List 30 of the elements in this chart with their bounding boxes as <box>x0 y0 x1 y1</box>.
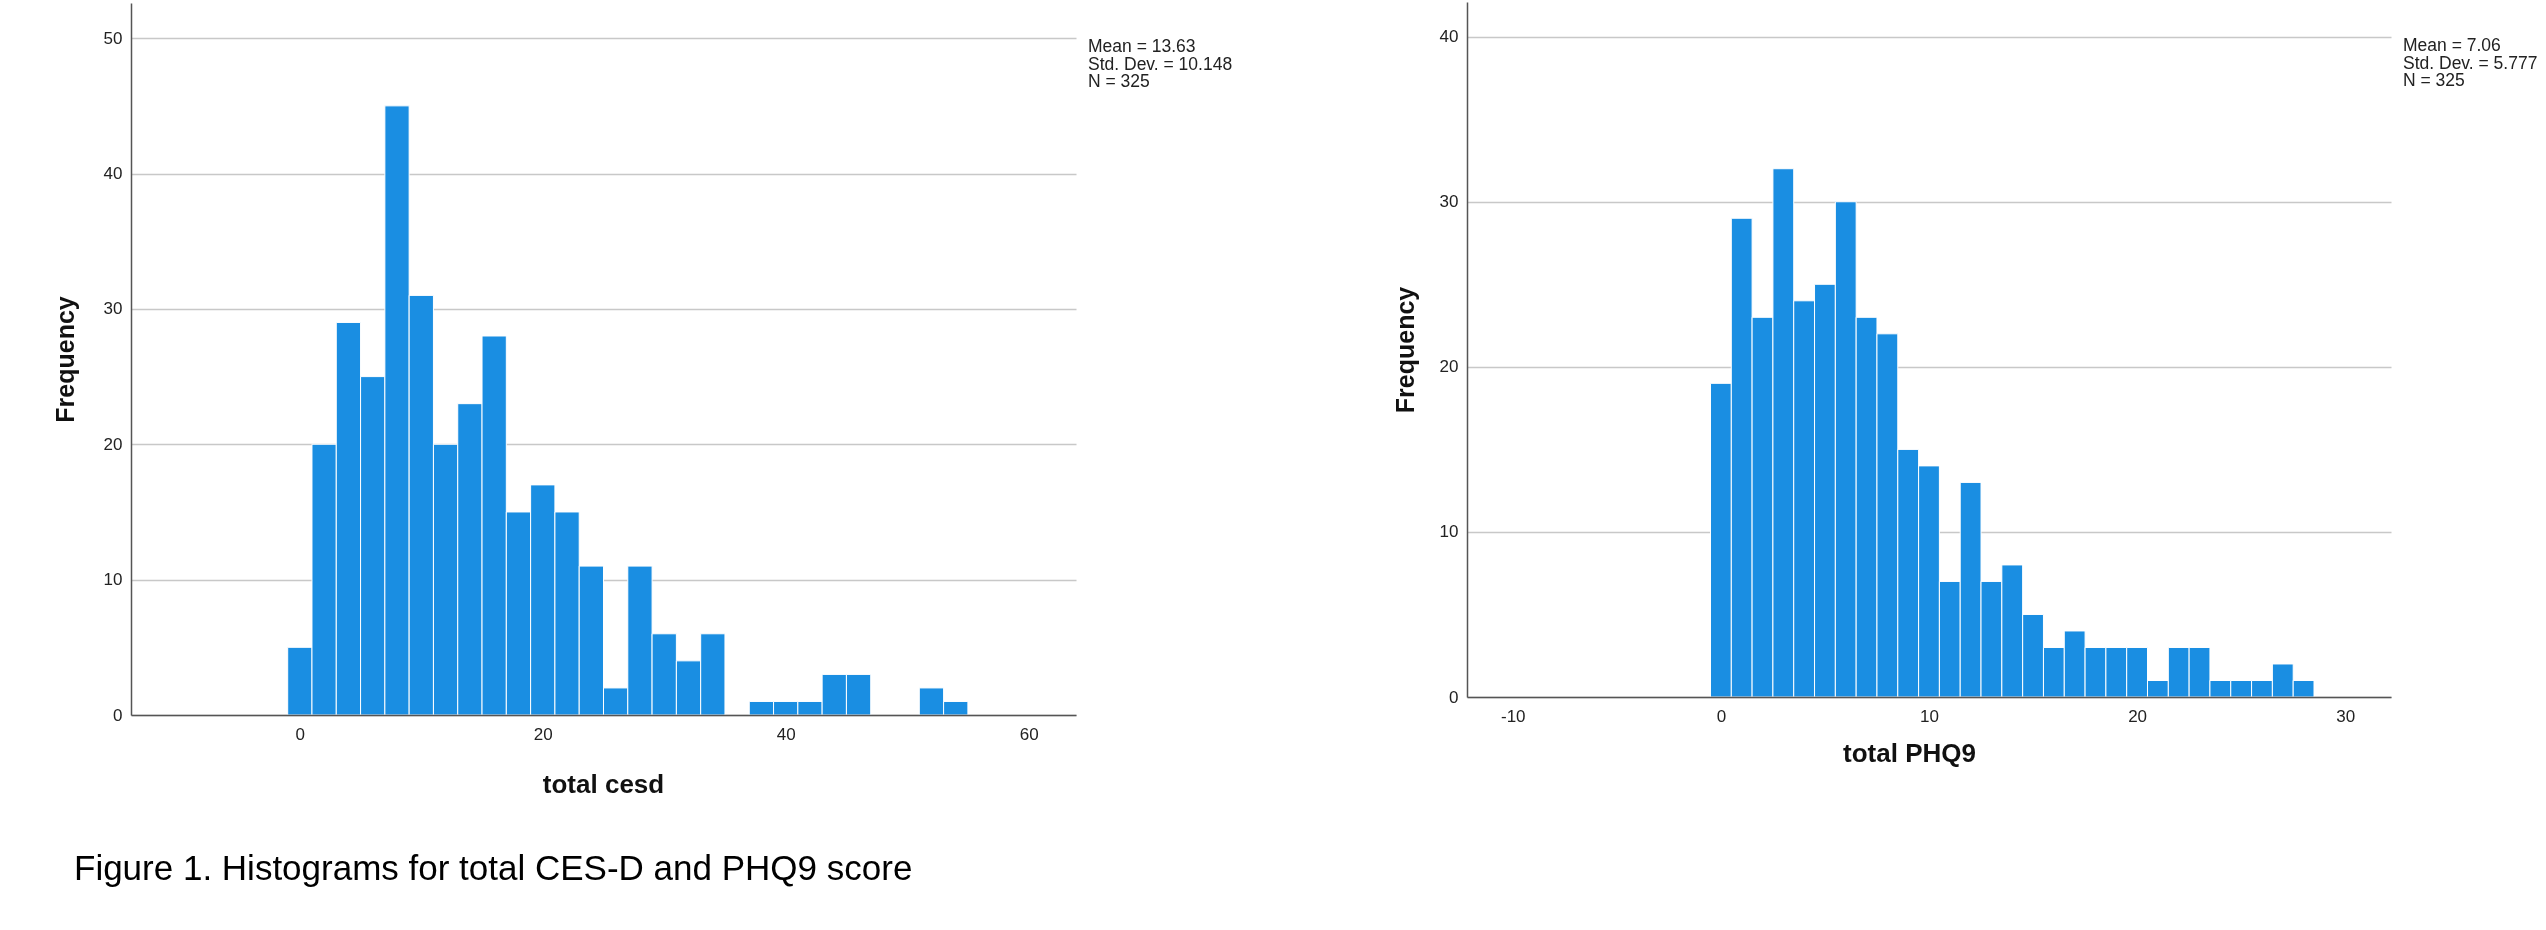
x-tick-label: 20 <box>2127 706 2147 726</box>
y-tick-label: 20 <box>1439 357 1458 377</box>
y-tick-label: 40 <box>1439 27 1458 47</box>
y-axis-title: Frequency <box>1390 286 1419 414</box>
y-tick-label: 20 <box>103 434 123 454</box>
text: Std. Dev. = 5.777 <box>2402 52 2537 73</box>
text: Mean = 13.63 <box>1088 36 1196 56</box>
x-tick-label: 30 <box>2335 706 2355 726</box>
x-tick-label: 0 <box>295 724 306 744</box>
y-tick-label: 0 <box>1448 687 1458 707</box>
x-tick-label: 10 <box>1919 706 1939 726</box>
text: Mean = 7.06 <box>2402 35 2501 55</box>
y-tick-label: 10 <box>103 570 123 590</box>
text: N = 325 <box>2402 70 2465 90</box>
caption: Figure 1. Histograms for total CES-D and PHQ9 score <box>74 848 913 888</box>
text: N = 325 <box>1088 71 1150 91</box>
x-tick-label: -10 <box>1500 706 1526 726</box>
x-tick-label: 0 <box>1716 706 1726 726</box>
y-tick-label: 50 <box>103 28 123 48</box>
x-axis-title: total PHQ9 <box>1842 737 1976 768</box>
y-tick-label: 40 <box>103 164 123 184</box>
x-tick-label: 20 <box>533 724 553 744</box>
y-tick-label: 30 <box>103 299 123 319</box>
y-tick-label: 10 <box>1439 522 1458 542</box>
y-axis-title: Frequency <box>50 296 79 423</box>
x-tick-label: 40 <box>776 724 796 744</box>
y-tick-label: 30 <box>1439 192 1458 212</box>
text: Std. Dev. = 10.148 <box>1088 53 1233 74</box>
x-tick-label: 60 <box>1019 724 1039 744</box>
x-axis-title: total cesd <box>542 768 665 799</box>
